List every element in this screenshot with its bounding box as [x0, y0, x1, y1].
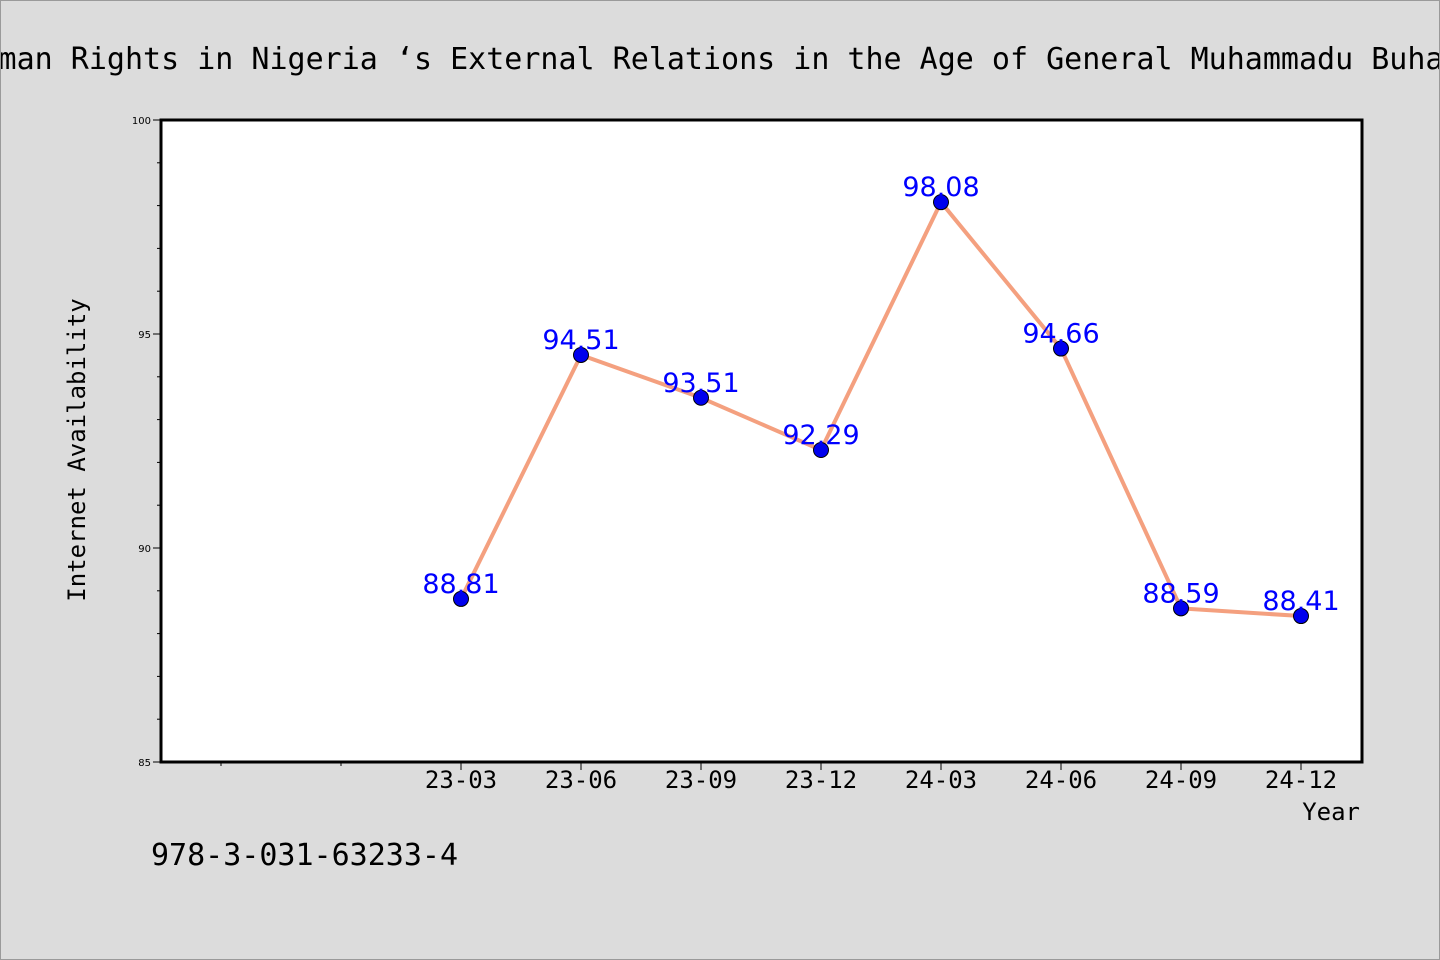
data-label: 92.29	[782, 420, 859, 451]
y-axis-title: Internet Availability	[63, 298, 91, 601]
data-label: 94.66	[1022, 319, 1099, 350]
isbn-label: 978-3-031-63233-4	[151, 838, 458, 873]
data-point	[1053, 340, 1069, 357]
chart-title: Human Rights in Nigeria ‘s External Rela…	[1, 42, 1440, 77]
x-tick-label: 24-09	[1145, 766, 1217, 794]
data-point	[1293, 608, 1309, 625]
x-tick-label: 24-06	[1025, 766, 1097, 794]
plot-area	[159, 118, 1364, 764]
data-label: 93.51	[662, 368, 739, 399]
data-label: 88.41	[1262, 586, 1339, 617]
data-label: 88.81	[422, 569, 499, 600]
data-point	[453, 590, 469, 607]
data-point	[933, 194, 949, 211]
data-label: 94.51	[542, 325, 619, 356]
y-tick-label: 100	[132, 116, 151, 127]
y-axis: 85 90 95 100	[132, 116, 161, 769]
data-labels: 88.81 94.51 93.51 92.29 98.08 94.66 88.59 88.41	[422, 172, 1339, 617]
x-tick-label: 24-12	[1265, 766, 1337, 794]
x-axis-title: Year	[1302, 798, 1360, 826]
data-point	[573, 346, 589, 363]
data-point	[1173, 600, 1189, 617]
y-tick-label: 95	[138, 330, 151, 341]
series-line	[459, 200, 1302, 619]
series-markers	[453, 194, 1309, 625]
data-label: 88.59	[1142, 578, 1219, 609]
x-tick-label: 23-03	[425, 766, 497, 794]
data-point	[693, 389, 709, 406]
x-tick-label: 23-12	[785, 766, 857, 794]
x-tick-label: 24-03	[905, 766, 977, 794]
x-tick-label: 23-06	[545, 766, 617, 794]
y-tick-label: 85	[138, 758, 151, 769]
data-point	[813, 441, 829, 458]
data-label: 98.08	[902, 172, 979, 203]
y-tick-label: 90	[138, 544, 151, 555]
x-axis: 23-03 23-06 23-09 23-12 24-03 24-06 24-09 24-12	[220, 762, 1337, 794]
x-tick-label: 23-09	[665, 766, 737, 794]
